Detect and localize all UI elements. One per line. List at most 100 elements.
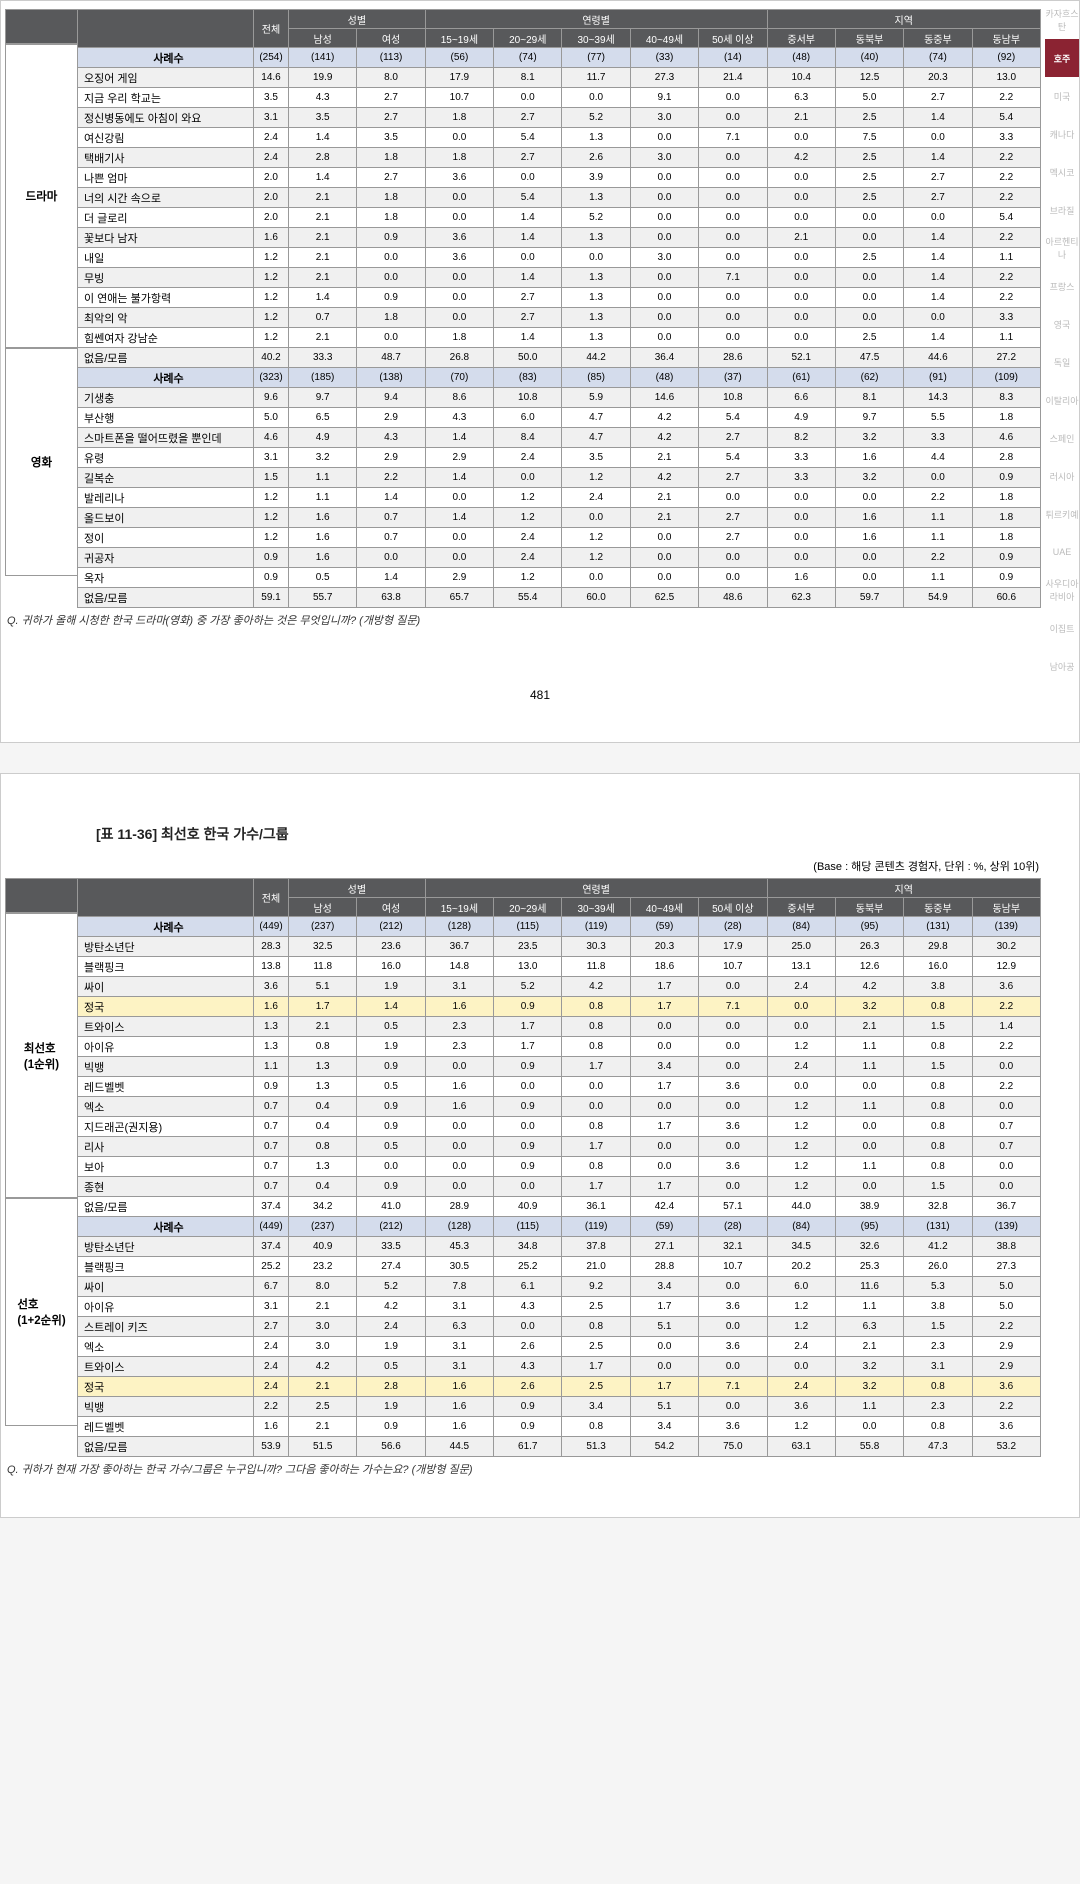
data-cell: 36.1 (562, 1197, 630, 1217)
data-cell: 23.5 (494, 937, 562, 957)
side-tab[interactable]: 남아공 (1045, 647, 1079, 685)
data-cell: 41.2 (904, 1237, 972, 1257)
data-cell: 3.3 (767, 468, 835, 488)
table-row: 블랙핑크13.811.816.014.813.011.818.610.713.1… (78, 957, 1041, 977)
data-cell: 0.0 (562, 1077, 630, 1097)
data-cell: 1.2 (254, 248, 289, 268)
side-tab[interactable]: 멕시코 (1045, 153, 1079, 191)
data-cell: 2.7 (357, 108, 425, 128)
data-cell: 0.0 (699, 568, 767, 588)
data-cell: 1.2 (254, 268, 289, 288)
data-cell: 1.2 (254, 288, 289, 308)
data-cell: 5.0 (972, 1297, 1040, 1317)
data-cell: 26.3 (835, 937, 903, 957)
data-cell: 0.0 (835, 288, 903, 308)
data-cell: 1.3 (562, 268, 630, 288)
data-cell: 23.2 (289, 1257, 357, 1277)
data-cell: 0.0 (767, 168, 835, 188)
data-cell: 0.7 (254, 1097, 289, 1117)
data-cell: 1.3 (289, 1157, 357, 1177)
side-tab[interactable]: 독일 (1045, 343, 1079, 381)
data-cell: 1.6 (835, 528, 903, 548)
data-cell: 4.2 (357, 1297, 425, 1317)
data-cell: 2.2 (357, 468, 425, 488)
side-tab[interactable]: 스페인 (1045, 419, 1079, 457)
data-cell: 0.7 (254, 1157, 289, 1177)
data-cell: (128) (425, 1217, 493, 1237)
data-cell: 38.8 (972, 1237, 1040, 1257)
data-cell: 27.3 (972, 1257, 1040, 1277)
data-cell: 0.0 (357, 328, 425, 348)
data-cell: 0.8 (904, 997, 972, 1017)
data-cell: 75.0 (699, 1437, 767, 1457)
side-tab[interactable]: 사우디아라비아 (1045, 571, 1079, 609)
data-cell: 0.0 (699, 108, 767, 128)
side-tab[interactable]: 영국 (1045, 305, 1079, 343)
data-cell: (28) (699, 917, 767, 937)
data-cell: 2.1 (767, 108, 835, 128)
data-cell: 2.8 (357, 1377, 425, 1397)
side-tab[interactable]: 카자흐스탄 (1045, 1, 1079, 39)
data-cell: 2.7 (904, 188, 972, 208)
data-cell: 0.0 (425, 1057, 493, 1077)
data-cell: 2.7 (699, 528, 767, 548)
side-tab[interactable]: 프랑스 (1045, 267, 1079, 305)
data-cell: 0.9 (357, 228, 425, 248)
data-cell: 3.1 (254, 1297, 289, 1317)
data-cell: 0.8 (562, 1157, 630, 1177)
row-name: 빅뱅 (78, 1397, 254, 1417)
data-cell: 6.0 (767, 1277, 835, 1297)
data-cell: 1.2 (254, 528, 289, 548)
data-cell: (131) (904, 1217, 972, 1237)
data-cell: 2.7 (699, 468, 767, 488)
data-cell: 2.4 (357, 1317, 425, 1337)
data-cell: 0.9 (357, 288, 425, 308)
data-cell: 0.0 (767, 188, 835, 208)
data-cell: 1.3 (289, 1057, 357, 1077)
side-tab[interactable]: 캐나다 (1045, 115, 1079, 153)
data-cell: 1.2 (562, 468, 630, 488)
data-cell: (14) (699, 48, 767, 68)
side-tab[interactable]: 호주 (1045, 39, 1079, 77)
data-cell: 0.0 (630, 288, 698, 308)
data-cell: 2.6 (494, 1377, 562, 1397)
data-cell: (95) (835, 917, 903, 937)
data-cell: 4.2 (835, 977, 903, 997)
data-cell: 2.1 (289, 1417, 357, 1437)
data-cell: 2.0 (254, 168, 289, 188)
data-cell: 0.9 (254, 1077, 289, 1097)
data-cell: 2.2 (972, 168, 1040, 188)
data-cell: 40.9 (494, 1197, 562, 1217)
data-cell: 2.4 (494, 448, 562, 468)
data-cell: (70) (425, 368, 493, 388)
data-cell: 6.7 (254, 1277, 289, 1297)
data-cell: 0.0 (494, 1177, 562, 1197)
data-cell: 11.7 (562, 68, 630, 88)
data-cell: 1.6 (425, 1077, 493, 1097)
data-cell: 0.8 (289, 1037, 357, 1057)
data-cell: 19.9 (289, 68, 357, 88)
side-tab[interactable]: 미국 (1045, 77, 1079, 115)
data-cell: 0.0 (904, 468, 972, 488)
data-cell: 3.0 (630, 148, 698, 168)
side-tab[interactable]: UAE (1045, 533, 1079, 571)
row-name: 힘쎈여자 강남순 (78, 328, 254, 348)
data-cell: 0.0 (357, 268, 425, 288)
data-cell: (449) (254, 917, 289, 937)
data-cell: 1.4 (425, 508, 493, 528)
data-cell: 1.7 (630, 977, 698, 997)
table-row: 사례수(449)(237)(212)(128)(115)(119)(59)(28… (78, 1217, 1041, 1237)
side-tab[interactable]: 아르헨티나 (1045, 229, 1079, 267)
data-cell: 1.2 (562, 548, 630, 568)
data-cell: 5.2 (562, 108, 630, 128)
side-tab[interactable]: 브라질 (1045, 191, 1079, 229)
side-tab[interactable]: 러시아 (1045, 457, 1079, 495)
data-cell: 0.0 (767, 508, 835, 528)
data-cell: 2.4 (254, 148, 289, 168)
data-cell: 32.6 (835, 1237, 903, 1257)
data-cell: 2.7 (357, 168, 425, 188)
side-tab[interactable]: 튀르키예 (1045, 495, 1079, 533)
data-cell: 8.1 (494, 68, 562, 88)
side-tab[interactable]: 이집트 (1045, 609, 1079, 647)
side-tab[interactable]: 이탈리아 (1045, 381, 1079, 419)
